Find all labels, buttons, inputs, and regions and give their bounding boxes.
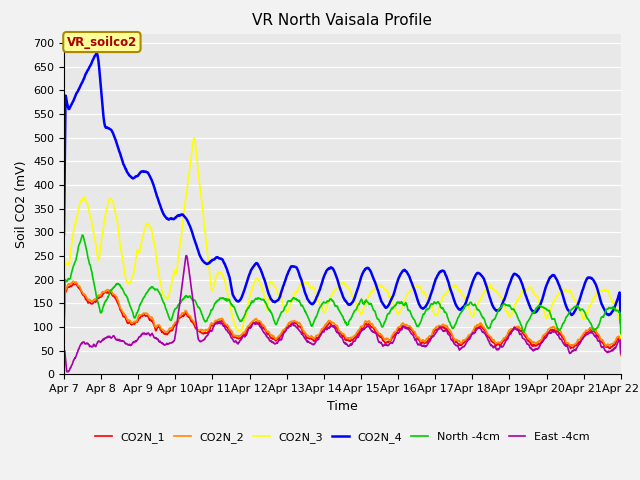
North -4cm bbox=[246, 301, 254, 307]
Line: CO2N_4: CO2N_4 bbox=[64, 54, 621, 322]
CO2N_1 bbox=[60, 323, 68, 329]
CO2N_4 bbox=[429, 284, 437, 290]
CO2N_1 bbox=[184, 313, 192, 319]
CO2N_1 bbox=[429, 330, 437, 336]
Text: VR_soilco2: VR_soilco2 bbox=[67, 36, 137, 48]
Line: East -4cm: East -4cm bbox=[64, 255, 621, 372]
East -4cm bbox=[617, 351, 625, 357]
North -4cm bbox=[617, 331, 625, 336]
CO2N_1 bbox=[246, 323, 254, 329]
CO2N_4 bbox=[617, 319, 625, 325]
Line: CO2N_2: CO2N_2 bbox=[64, 281, 621, 356]
CO2N_1 bbox=[617, 349, 625, 355]
East -4cm bbox=[171, 336, 179, 342]
East -4cm bbox=[247, 325, 255, 331]
Line: North -4cm: North -4cm bbox=[64, 235, 621, 334]
CO2N_3 bbox=[502, 308, 509, 313]
Line: CO2N_1: CO2N_1 bbox=[64, 283, 621, 352]
CO2N_3 bbox=[191, 135, 198, 141]
X-axis label: Time: Time bbox=[327, 400, 358, 413]
CO2N_2 bbox=[184, 312, 192, 318]
CO2N_1 bbox=[171, 322, 179, 327]
CO2N_4 bbox=[246, 269, 254, 275]
Y-axis label: Soil CO2 (mV): Soil CO2 (mV) bbox=[15, 160, 28, 248]
CO2N_3 bbox=[429, 308, 437, 313]
CO2N_2 bbox=[502, 334, 509, 339]
CO2N_4 bbox=[171, 216, 179, 221]
CO2N_2 bbox=[246, 320, 254, 326]
CO2N_2 bbox=[69, 278, 77, 284]
North -4cm bbox=[184, 295, 192, 300]
East -4cm bbox=[429, 334, 437, 339]
CO2N_3 bbox=[617, 335, 625, 341]
East -4cm bbox=[182, 252, 190, 258]
North -4cm bbox=[502, 302, 509, 308]
North -4cm bbox=[60, 324, 68, 329]
CO2N_2 bbox=[551, 325, 559, 331]
CO2N_2 bbox=[171, 320, 179, 326]
East -4cm bbox=[502, 337, 510, 343]
CO2N_4 bbox=[502, 292, 509, 298]
CO2N_4 bbox=[60, 231, 68, 237]
East -4cm bbox=[552, 329, 559, 335]
CO2N_3 bbox=[60, 317, 68, 323]
North -4cm bbox=[79, 232, 86, 238]
CO2N_3 bbox=[551, 296, 559, 302]
CO2N_1 bbox=[72, 280, 79, 286]
CO2N_1 bbox=[551, 328, 559, 334]
North -4cm bbox=[551, 317, 559, 323]
East -4cm bbox=[64, 369, 72, 375]
CO2N_4 bbox=[93, 51, 100, 57]
North -4cm bbox=[171, 307, 179, 312]
Legend: CO2N_1, CO2N_2, CO2N_3, CO2N_4, North -4cm, East -4cm: CO2N_1, CO2N_2, CO2N_3, CO2N_4, North -4… bbox=[90, 428, 595, 447]
CO2N_3 bbox=[246, 290, 254, 296]
Line: CO2N_3: CO2N_3 bbox=[64, 138, 621, 338]
East -4cm bbox=[60, 358, 68, 363]
CO2N_3 bbox=[184, 180, 191, 186]
East -4cm bbox=[185, 264, 193, 270]
CO2N_1 bbox=[502, 336, 509, 341]
North -4cm bbox=[429, 301, 437, 307]
CO2N_4 bbox=[551, 274, 559, 280]
Title: VR North Vaisala Profile: VR North Vaisala Profile bbox=[252, 13, 433, 28]
CO2N_2 bbox=[60, 332, 68, 337]
CO2N_2 bbox=[429, 327, 437, 333]
CO2N_2 bbox=[617, 353, 625, 359]
CO2N_4 bbox=[184, 219, 192, 225]
CO2N_3 bbox=[170, 267, 178, 273]
